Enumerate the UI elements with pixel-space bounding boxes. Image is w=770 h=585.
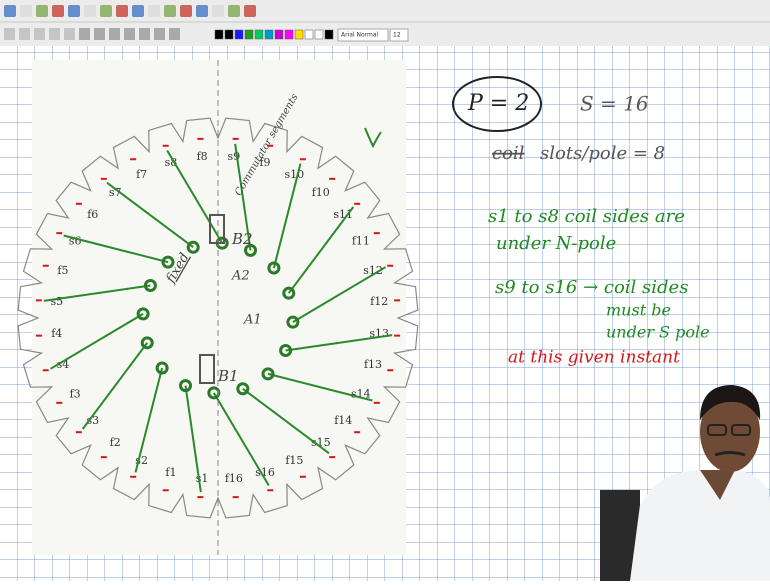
toolbar-button[interactable]	[84, 5, 96, 17]
toolbar-button[interactable]	[52, 5, 64, 17]
toolbar-button[interactable]	[49, 28, 60, 40]
field-label: f1	[165, 466, 176, 479]
color-swatch[interactable]	[235, 30, 243, 39]
note-line: s1 to s8 coil sides are	[488, 206, 685, 227]
toolbar-button[interactable]	[154, 28, 165, 40]
toolbar-button[interactable]	[79, 28, 90, 40]
toolbar-button[interactable]	[109, 28, 120, 40]
field-label: f2	[110, 436, 121, 449]
color-swatch[interactable]	[225, 30, 233, 39]
slot-label: s10	[285, 168, 305, 181]
field-label: f15	[285, 454, 303, 467]
canvas: Arial Normal 12 s1s2s3s4s5s6s7s8s9s10s11…	[0, 0, 770, 581]
field-label: f12	[370, 295, 388, 308]
screen: Arial Normal 12 s1s2s3s4s5s6s7s8s9s10s11…	[0, 0, 770, 581]
color-swatch[interactable]	[295, 30, 303, 39]
field-label: f10	[312, 186, 330, 199]
field-label: f13	[364, 358, 382, 371]
point-label: A1	[243, 313, 262, 328]
toolbar-button[interactable]	[68, 5, 80, 17]
field-label: f3	[70, 387, 81, 400]
toolbar-button[interactable]	[169, 28, 180, 40]
field-label: f7	[136, 168, 147, 181]
toolbar-button[interactable]	[100, 5, 112, 17]
field-label: f16	[225, 472, 243, 485]
toolbar-button[interactable]	[132, 5, 144, 17]
toolbar-button[interactable]	[116, 5, 128, 17]
font-size[interactable]: 12	[393, 32, 401, 39]
field-label: f4	[51, 327, 62, 340]
slot-label: s5	[50, 295, 63, 308]
note-slots: S = 16	[580, 92, 649, 116]
point-label: A2	[231, 269, 250, 284]
toolbar-button[interactable]	[4, 28, 15, 40]
note-slots-per-pole: slots/pole = 8	[540, 143, 665, 164]
color-swatch[interactable]	[215, 30, 223, 39]
toolbar-button[interactable]	[20, 5, 32, 17]
toolbar-button[interactable]	[36, 5, 48, 17]
field-label: f11	[352, 235, 370, 248]
brush-label: B1	[217, 367, 239, 385]
toolbar-button[interactable]	[196, 5, 208, 17]
color-swatch[interactable]	[275, 30, 283, 39]
toolbar-button[interactable]	[244, 5, 256, 17]
field-label: f5	[57, 264, 68, 277]
toolbar-button[interactable]	[64, 28, 75, 40]
color-swatch[interactable]	[315, 30, 323, 39]
note-line: s9 to s16 → coil sides	[495, 277, 688, 298]
note-line: under N-pole	[496, 233, 616, 254]
toolbar-button[interactable]	[19, 28, 30, 40]
font-name[interactable]: Arial Normal	[341, 32, 379, 39]
toolbar-button[interactable]	[228, 5, 240, 17]
brush-label: B2	[231, 230, 253, 248]
note-line: under S pole	[606, 323, 710, 342]
note-poles: P = 2	[467, 91, 529, 116]
toolbar-button[interactable]	[148, 5, 160, 17]
toolbar-button[interactable]	[34, 28, 45, 40]
note-line: must be	[606, 301, 671, 320]
field-label: f8	[197, 150, 208, 163]
color-swatch[interactable]	[305, 30, 313, 39]
toolbar-button[interactable]	[139, 28, 150, 40]
note-line: at this given instant	[508, 348, 680, 368]
toolbar-button[interactable]	[180, 5, 192, 17]
color-swatch[interactable]	[325, 30, 333, 39]
toolbar-button[interactable]	[124, 28, 135, 40]
note-struck: coil	[492, 143, 525, 164]
toolbar-button[interactable]	[4, 5, 16, 17]
color-swatch[interactable]	[265, 30, 273, 39]
toolbar-button[interactable]	[94, 28, 105, 40]
toolbar-button[interactable]	[164, 5, 176, 17]
color-swatch[interactable]	[245, 30, 253, 39]
color-swatch[interactable]	[285, 30, 293, 39]
field-label: f6	[87, 208, 98, 221]
field-label: f14	[334, 414, 352, 427]
toolbar-button[interactable]	[212, 5, 224, 17]
color-swatch[interactable]	[255, 30, 263, 39]
